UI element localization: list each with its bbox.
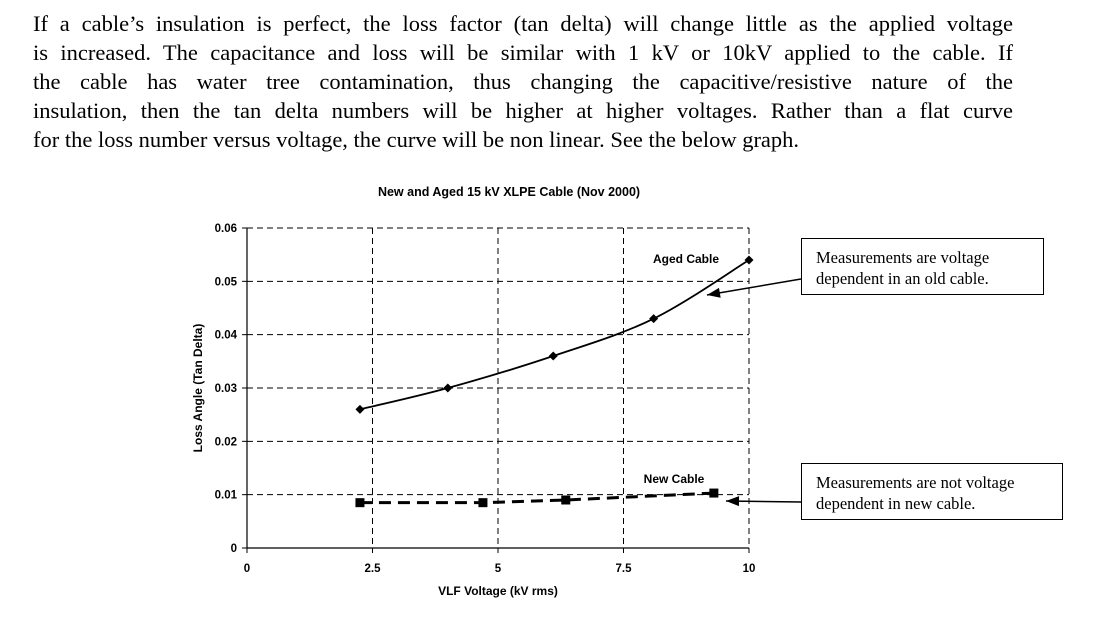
data-point-new — [355, 498, 365, 508]
y-tick-label: 0.06 — [215, 223, 237, 235]
y-tick-label: 0.05 — [215, 276, 238, 288]
data-point-aged — [548, 351, 558, 361]
x-tick-label: 10 — [743, 563, 756, 575]
y-tick-label: 0.02 — [215, 436, 237, 448]
callout-aged: Measurements are voltage dependent in an… — [801, 238, 1044, 295]
paragraph-line: insulation, then the tan delta numbers w… — [33, 98, 1013, 123]
y-tick-label: 0.03 — [215, 383, 237, 395]
data-point-new — [561, 495, 571, 505]
callout-arrow-aged-line — [706, 278, 802, 296]
data-point-aged — [355, 404, 365, 414]
callout-new-text: Measurements are not voltage dependent i… — [816, 473, 1015, 513]
paragraph-line: the cable has water tree contamination, … — [33, 69, 1013, 94]
series-label-aged: Aged Cable — [653, 252, 719, 266]
intro-paragraph: If a cable’s insulation is perfect, the … — [33, 9, 1013, 154]
data-point-new — [478, 498, 488, 508]
callout-arrow-aged-head — [707, 287, 721, 298]
paragraph-line: If a cable’s insulation is perfect, the … — [33, 11, 1013, 36]
callout-arrow-new-head — [726, 496, 740, 507]
x-tick-label: 7.5 — [616, 563, 633, 575]
data-point-aged — [443, 383, 453, 393]
series-line-new — [359, 491, 714, 505]
callout-aged-text: Measurements are voltage dependent in an… — [816, 248, 990, 288]
x-tick-label: 5 — [495, 563, 502, 575]
x-tick-label: 0 — [244, 563, 250, 575]
paragraph-line: for the loss number versus voltage, the … — [33, 127, 800, 152]
chart-title: New and Aged 15 kV XLPE Cable (Nov 2000) — [378, 185, 640, 199]
data-point-aged — [649, 314, 659, 324]
data-point-aged — [744, 255, 754, 265]
x-tick-label: 2.5 — [365, 563, 382, 575]
callout-new: Measurements are not voltage dependent i… — [801, 463, 1063, 520]
y-tick-label: 0 — [231, 543, 237, 555]
data-point-new — [709, 488, 719, 498]
y-axis-label: Loss Angle (Tan Delta) — [191, 324, 205, 453]
series-label-new: New Cable — [644, 472, 705, 486]
y-tick-label: 0.01 — [215, 490, 238, 502]
x-axis-label: VLF Voltage (kV rms) — [438, 584, 558, 598]
paragraph-line: is increased. The capacitance and loss w… — [33, 40, 1013, 65]
y-tick-label: 0.04 — [215, 330, 238, 342]
